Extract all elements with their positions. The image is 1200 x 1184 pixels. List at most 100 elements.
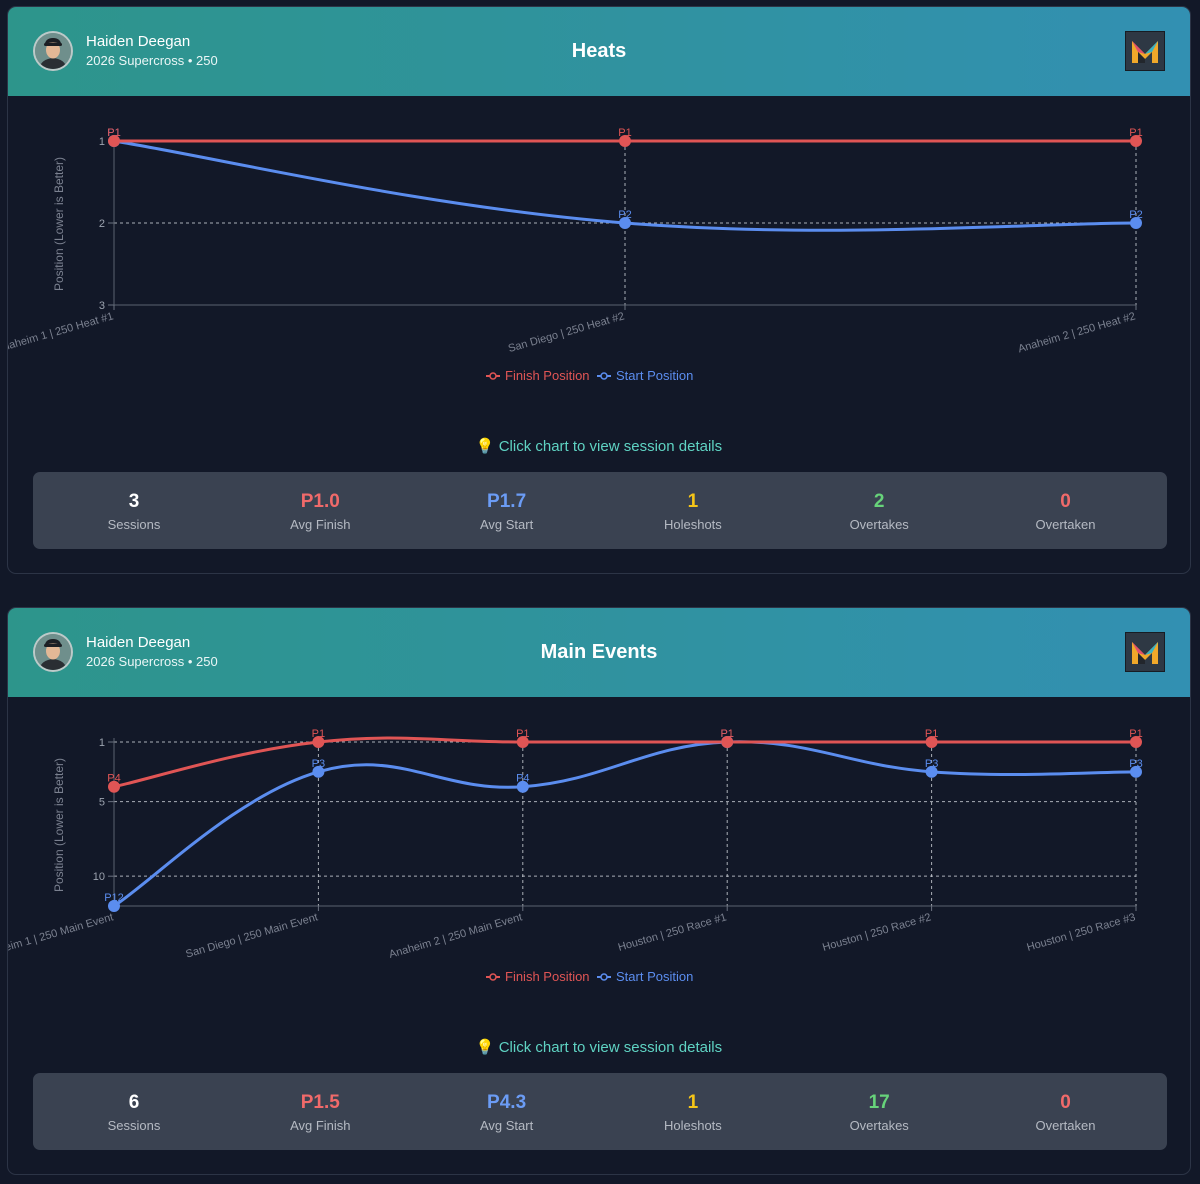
click-hint: 💡 Click chart to view session details: [475, 438, 723, 455]
y-tick-label: 2: [99, 218, 105, 230]
data-label: P1: [312, 728, 325, 740]
x-tick-label: Anaheim 2 | 250 Heat #2: [1017, 310, 1137, 355]
data-label: P3: [1129, 758, 1142, 770]
x-tick-label: Anaheim 2 | 250 Main Event: [388, 911, 524, 961]
legend-marker: [600, 372, 608, 380]
stat-label: Overtaken: [1035, 517, 1096, 532]
stat-value: 17: [868, 1092, 890, 1113]
data-label: P12: [104, 892, 124, 904]
legend-item[interactable]: Start Position: [597, 969, 693, 984]
stat-holeshots: 1 Holeshots: [600, 1073, 786, 1150]
legend-label: Start Position: [616, 368, 693, 383]
data-label: P1: [516, 728, 529, 740]
data-label: P3: [312, 758, 325, 770]
stat-sessions: 3 Sessions: [41, 472, 227, 549]
data-point: [516, 780, 529, 793]
card-header: Haiden Deegan 2026 Supercross • 250 Heat…: [8, 7, 1190, 96]
x-tick-label: Houston | 250 Race #3: [1026, 911, 1137, 953]
data-label: P1: [618, 127, 631, 139]
y-axis-title: Position (Lower is Better): [52, 157, 66, 291]
data-label: P1: [107, 127, 120, 139]
data-point: [312, 765, 325, 778]
stat-label: Avg Finish: [290, 1118, 351, 1133]
brand-logo: [1125, 632, 1165, 672]
stat-overtakes: 17 Overtakes: [786, 1073, 972, 1150]
data-point: [619, 217, 631, 229]
card-header: Haiden Deegan 2026 Supercross • 250 Main…: [8, 608, 1190, 697]
stat-avg-finish: P1.5 Avg Finish: [227, 1073, 413, 1150]
stat-label: Holeshots: [663, 1118, 722, 1133]
main-events-card: Haiden Deegan 2026 Supercross • 250 Main…: [7, 607, 1191, 1175]
stat-label: Overtakes: [849, 517, 909, 532]
stat-label: Avg Finish: [290, 517, 351, 532]
x-tick-label: Anaheim 1 | 250 Heat #1: [8, 310, 115, 355]
stat-value: 2: [873, 491, 885, 512]
data-point: [1130, 736, 1142, 748]
stat-label: Sessions: [107, 517, 161, 532]
rider-name: Haiden Deegan: [86, 634, 191, 651]
y-tick-label: 10: [93, 871, 105, 883]
stat-sessions: 6 Sessions: [41, 1073, 227, 1150]
data-label: P1: [925, 728, 938, 740]
y-tick-label: 5: [99, 797, 105, 809]
stat-value: P1.0: [300, 491, 340, 512]
stat-overtakes: 2 Overtakes: [786, 472, 972, 549]
stat-value: P1.7: [487, 491, 527, 512]
data-point: [925, 765, 938, 778]
stat-avg-start: P1.7 Avg Start: [414, 472, 600, 549]
legend-label: Finish Position: [505, 969, 590, 984]
stat-holeshots: 1 Holeshots: [600, 472, 786, 549]
stat-value: 0: [1060, 1092, 1071, 1113]
legend-marker: [489, 973, 497, 981]
click-hint: 💡 Click chart to view session details: [475, 1039, 723, 1056]
data-label: P2: [618, 209, 631, 221]
data-label: P1: [720, 728, 733, 740]
x-tick-label: San Diego | 250 Main Event: [184, 911, 319, 960]
y-axis-title: Position (Lower is Better): [52, 758, 66, 892]
stat-label: Avg Start: [479, 517, 534, 532]
data-point: [1130, 765, 1142, 778]
stat-avg-finish: P1.0 Avg Finish: [227, 472, 413, 549]
data-point: [925, 736, 938, 748]
data-point: [108, 135, 120, 147]
data-point: [312, 736, 325, 748]
series-line-finish: [112, 736, 1138, 789]
stat-value: P1.5: [300, 1092, 340, 1113]
x-tick-label: San Diego | 250 Heat #2: [507, 310, 626, 355]
legend-item[interactable]: Start Position: [597, 368, 693, 383]
main-events-line-chart[interactable]: Position (Lower is Better) 1 5 10 Anaheim 1 …: [8, 697, 1191, 1017]
data-point: [1130, 135, 1142, 147]
data-label: P1: [720, 728, 733, 740]
stat-value: 3: [128, 491, 140, 512]
y-tick-label: 1: [99, 737, 105, 749]
data-label: P1: [107, 127, 120, 139]
stat-label: Overtaken: [1035, 1118, 1096, 1133]
stats-summary: 6 Sessions P1.5 Avg Finish P4.3 Avg Start 1 Hol…: [33, 1073, 1167, 1150]
rider-subtitle: 2026 Supercross • 250: [86, 53, 218, 68]
chart-title: Heats: [571, 40, 627, 62]
legend-item[interactable]: Finish Position: [486, 969, 590, 984]
stat-value: 1: [687, 1092, 699, 1113]
y-tick-label: 3: [99, 300, 105, 312]
x-tick-label: Houston | 250 Race #1: [617, 911, 728, 953]
stat-value: 6: [128, 1092, 140, 1113]
brand-logo: [1125, 31, 1165, 71]
stat-label: Overtakes: [849, 1118, 909, 1133]
series-line-start: [112, 740, 1138, 908]
data-point: [108, 900, 120, 912]
stat-value: 1: [687, 491, 699, 512]
stats-summary: 3 Sessions P1.0 Avg Finish P1.7 Avg Start 1 Hol…: [33, 472, 1167, 549]
data-label: P4: [516, 773, 529, 785]
data-point: [516, 736, 529, 748]
data-point: [1130, 217, 1142, 229]
data-label: P1: [1129, 127, 1142, 139]
x-tick-label: Anaheim 1 | 250 Main Event: [8, 911, 115, 961]
legend-item[interactable]: Finish Position: [486, 368, 590, 383]
data-label: P2: [1129, 209, 1142, 221]
legend-marker: [600, 973, 608, 981]
stat-label: Sessions: [107, 1118, 161, 1133]
legend-label: Start Position: [616, 969, 693, 984]
stat-value: P4.3: [487, 1092, 527, 1113]
rider-avatar: [33, 31, 73, 71]
